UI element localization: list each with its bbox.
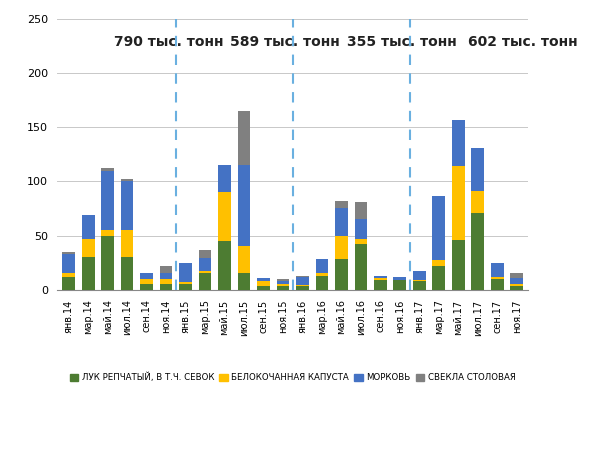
Bar [82,257,94,289]
Bar [374,278,387,280]
Bar [140,273,153,279]
Bar [510,284,523,287]
Bar [393,280,406,289]
Bar [413,272,426,280]
Bar [315,273,328,276]
Bar [140,284,153,289]
Bar [257,281,270,287]
Bar [62,254,75,273]
Bar [432,195,445,261]
Bar [277,284,289,287]
Bar [160,273,172,279]
Bar [82,239,94,257]
Bar [179,284,192,289]
Bar [510,278,523,284]
Bar [491,263,504,277]
Bar [432,261,445,266]
Bar [218,241,231,289]
Bar [510,287,523,289]
Bar [296,285,309,287]
Bar [335,201,347,209]
Bar [472,191,484,213]
Bar [355,202,367,219]
Bar [452,240,465,289]
Bar [335,236,347,259]
Bar [102,168,114,171]
Bar [218,165,231,192]
Bar [277,287,289,289]
Bar [374,276,387,278]
Bar [413,280,426,281]
Bar [160,284,172,289]
Bar [452,120,465,166]
Bar [238,273,250,289]
Bar [121,257,134,289]
Text: 790 тыс. тонн: 790 тыс. тонн [113,35,223,49]
Bar [218,192,231,241]
Bar [277,279,289,281]
Bar [432,266,445,289]
Bar [62,252,75,254]
Bar [160,279,172,284]
Bar [277,281,289,284]
Bar [121,182,134,230]
Bar [199,258,211,272]
Bar [296,287,309,289]
Bar [179,263,192,282]
Bar [355,219,367,239]
Bar [102,236,114,289]
Bar [472,213,484,289]
Bar [315,259,328,273]
Bar [199,250,211,258]
Bar [140,279,153,284]
Bar [102,171,114,230]
Bar [472,148,484,191]
Bar [62,273,75,277]
Bar [121,179,134,182]
Bar [238,246,250,273]
Bar [160,266,172,273]
Bar [452,166,465,240]
Bar [199,272,211,273]
Bar [374,280,387,289]
Bar [355,239,367,244]
Bar [102,230,114,236]
Bar [413,281,426,289]
Bar [296,277,309,285]
Bar [491,279,504,289]
Bar [238,111,250,165]
Bar [510,273,523,278]
Bar [82,215,94,239]
Bar [121,230,134,257]
Bar [199,273,211,289]
Bar [257,278,270,281]
Bar [179,282,192,284]
Bar [315,276,328,289]
Text: 602 тыс. тонн: 602 тыс. тонн [468,35,577,49]
Text: 355 тыс. тонн: 355 тыс. тонн [347,35,457,49]
Bar [335,259,347,289]
Bar [296,276,309,277]
Bar [491,277,504,279]
Bar [355,244,367,289]
Bar [335,209,347,236]
Bar [257,287,270,289]
Bar [393,277,406,280]
Text: 589 тыс. тонн: 589 тыс. тонн [230,35,340,49]
Bar [62,277,75,289]
Bar [238,165,250,246]
Legend: ЛУК РЕПЧАТЫЙ, В Т.Ч. СЕВОК, БЕЛОКОЧАННАЯ КАПУСТА, МОРКОВЬ, СВЕКЛА СТОЛОВАЯ: ЛУК РЕПЧАТЫЙ, В Т.Ч. СЕВОК, БЕЛОКОЧАННАЯ… [67,369,519,385]
